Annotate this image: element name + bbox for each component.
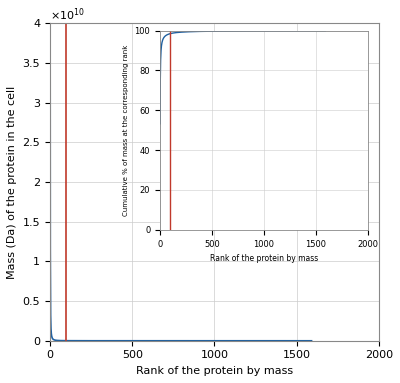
Y-axis label: Mass (Da) of the protein in the cell: Mass (Da) of the protein in the cell (7, 85, 17, 278)
Text: $\times 10^{10}$: $\times 10^{10}$ (50, 7, 85, 23)
X-axis label: Rank of the protein by mass: Rank of the protein by mass (210, 254, 318, 263)
Y-axis label: Cumulative % of mass at the corresponding rank: Cumulative % of mass at the correspondin… (123, 44, 129, 216)
X-axis label: Rank of the protein by mass: Rank of the protein by mass (136, 366, 293, 376)
